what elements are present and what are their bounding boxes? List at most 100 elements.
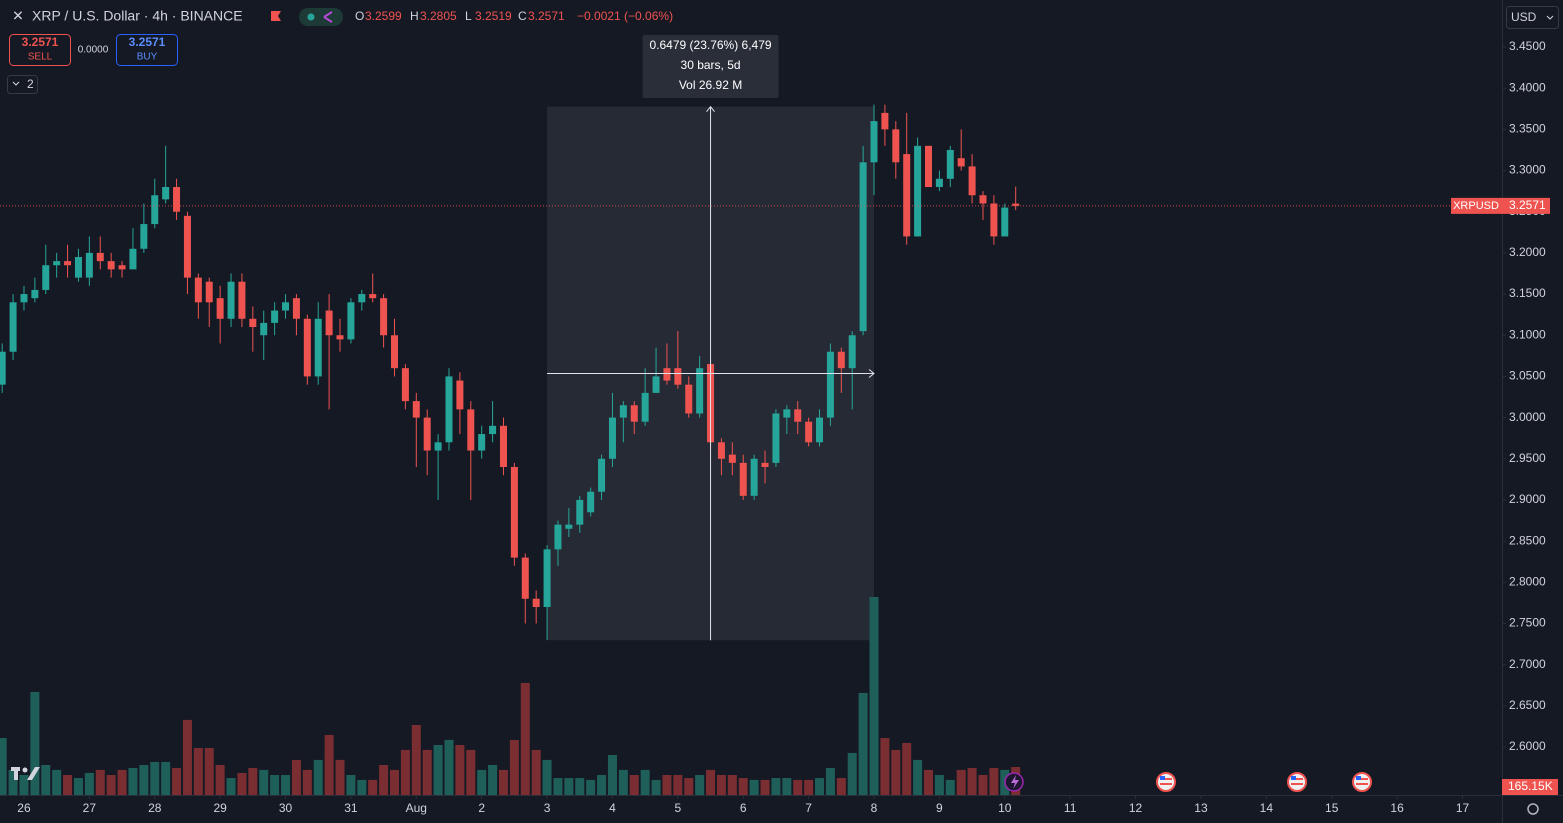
candle-body <box>249 318 257 328</box>
volume-bar <box>19 774 29 795</box>
volume-bar <box>553 778 563 795</box>
volume-bar <box>139 764 149 795</box>
volume-bar <box>466 749 476 795</box>
candle-body <box>412 401 420 418</box>
volume-bar <box>52 769 62 795</box>
volume-bar <box>73 778 83 795</box>
volume-bar <box>695 774 705 795</box>
volume-bar <box>248 768 258 795</box>
candle-body <box>968 166 976 196</box>
volume-bar <box>607 754 617 795</box>
indicator-toggle[interactable] <box>7 75 38 94</box>
candle-body <box>478 434 486 451</box>
candle-body <box>903 154 911 237</box>
candle-body <box>271 310 279 323</box>
volume-bar <box>302 769 312 795</box>
volume-bar <box>978 774 988 795</box>
x-tick-label: 12 <box>1129 801 1143 815</box>
x-tick-label: 3 <box>544 801 551 815</box>
flag-icon[interactable] <box>271 11 281 21</box>
volume-bar <box>215 764 225 795</box>
volume-bar <box>662 774 672 795</box>
candle-body <box>924 145 932 188</box>
ohlc-key: C <box>518 9 527 23</box>
volume-bar <box>945 779 955 795</box>
candle-body <box>892 129 900 163</box>
y-tick-label: 2.7500 <box>1509 616 1546 630</box>
candle-body <box>31 289 39 299</box>
candle-body <box>837 351 845 369</box>
volume-bar <box>847 752 857 795</box>
candle-body <box>587 491 595 513</box>
volume-bar <box>825 768 835 795</box>
volume-bar <box>564 778 574 795</box>
volume-bar <box>161 761 171 795</box>
candle-body <box>979 195 987 204</box>
volume-bar <box>923 769 933 795</box>
economic-event[interactable] <box>1287 772 1307 792</box>
candle-body <box>608 417 616 459</box>
symbol-title: XRP / U.S. Dollar · 4h · BINANCE <box>32 8 243 24</box>
volume-bar <box>771 778 781 795</box>
x-tick-label: 11 <box>1064 801 1077 815</box>
candle-body <box>467 409 475 451</box>
y-tick-label: 3.0000 <box>1509 410 1546 424</box>
price-tag-bg <box>1451 197 1502 214</box>
candle-body <box>129 248 137 270</box>
candle-body <box>946 149 954 179</box>
currency-button[interactable] <box>1506 6 1559 29</box>
candle-body <box>935 178 943 188</box>
candle-body <box>64 261 72 266</box>
status-pill[interactable] <box>299 8 343 26</box>
volume-bar <box>629 774 639 795</box>
volume-bar <box>738 778 748 795</box>
volume-bar <box>488 764 498 795</box>
candle-body <box>630 405 638 422</box>
y-tick-label: 3.4500 <box>1509 39 1546 53</box>
candle-body <box>870 121 878 163</box>
volume-bar <box>281 774 291 795</box>
candle-body <box>205 281 213 303</box>
volume-bar <box>226 778 236 795</box>
price-label-bg <box>1502 197 1550 214</box>
volume-bar <box>433 744 443 795</box>
candle-body <box>303 318 311 377</box>
volume-bar <box>716 774 726 795</box>
volume-bar <box>934 774 944 795</box>
economic-event[interactable] <box>1352 772 1372 792</box>
economic-event[interactable] <box>1156 772 1176 792</box>
measure-arrow <box>868 369 875 378</box>
volume-bar <box>411 724 421 795</box>
candle-body <box>151 195 159 225</box>
buy-button[interactable] <box>116 34 178 66</box>
candle-body <box>663 368 671 381</box>
x-tick-label: 2 <box>478 801 485 815</box>
sell-button[interactable] <box>9 34 71 66</box>
x-tick-label: 28 <box>148 801 162 815</box>
candle-body <box>216 298 224 319</box>
y-tick-label: 3.1500 <box>1509 286 1546 300</box>
y-tick-label: 2.6000 <box>1509 739 1546 753</box>
close-icon[interactable]: ✕ <box>12 8 24 24</box>
chevron <box>1546 15 1554 20</box>
volume-bar <box>172 768 182 795</box>
x-tick-label: 5 <box>675 801 682 815</box>
ohlc-key: H <box>410 9 419 23</box>
overlay: ✕ XRP / U.S. Dollar · 4h · BINANCE 3.257… <box>7 6 1559 815</box>
volume-bar <box>237 772 247 795</box>
candle-body <box>325 310 333 336</box>
event-icon[interactable] <box>1004 772 1024 792</box>
volume-bar <box>836 778 846 795</box>
y-tick-label: 2.9000 <box>1509 492 1546 506</box>
candle-body <box>772 413 780 463</box>
volume-bar <box>0 738 7 795</box>
x-tick-label: 26 <box>17 801 31 815</box>
volume-bar <box>357 779 367 795</box>
settings-icon[interactable] <box>1527 803 1539 815</box>
x-tick-label: 31 <box>344 801 358 815</box>
candle-body <box>499 425 507 468</box>
candle-body <box>881 112 889 130</box>
candle-body <box>674 368 682 385</box>
ohlc-value: 3.2571 <box>528 9 565 23</box>
